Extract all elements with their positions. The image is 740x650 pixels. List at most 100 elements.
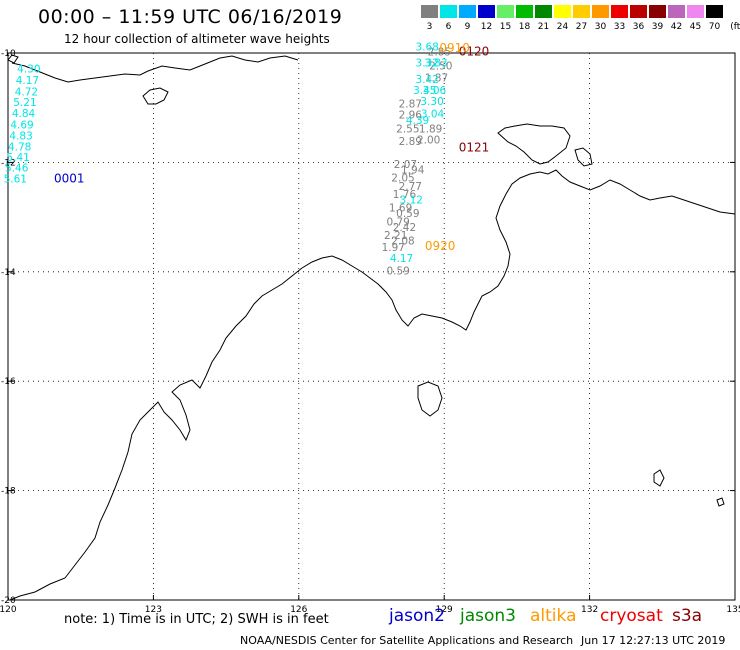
wave-height-label: 3.06 xyxy=(423,85,447,97)
wave-height-label: 1.89 xyxy=(419,123,442,135)
track-time-label: 0120 xyxy=(459,45,490,59)
x-tick-label: 123 xyxy=(145,605,162,615)
wave-height-label: 5.21 xyxy=(13,97,36,109)
map-title: 00:00 – 11:59 UTC 06/16/2019 xyxy=(38,6,343,28)
x-tick-label: 126 xyxy=(290,605,307,615)
x-tick-label: 120 xyxy=(0,605,17,615)
satellite-altika: altika xyxy=(530,606,577,626)
legend-swatch xyxy=(421,5,438,18)
map-subtitle: 12 hour collection of altimeter wave hei… xyxy=(64,32,330,46)
wave-height-label: 5.61 xyxy=(4,174,27,186)
y-tick-label: -10 xyxy=(1,49,16,59)
y-tick-label: -12 xyxy=(1,158,16,168)
coastline-islet-east xyxy=(716,497,725,507)
x-tick-label: 135 xyxy=(726,605,740,615)
y-tick-label: -20 xyxy=(1,596,16,606)
wave-height-label: 2.07 xyxy=(394,159,417,171)
satellite-jason2: jason2 xyxy=(389,606,445,626)
coastline-islet-south xyxy=(653,469,665,487)
legend-label: 33 xyxy=(613,22,626,32)
legend-label: 45 xyxy=(689,22,702,32)
wave-height-label: 4.84 xyxy=(12,108,36,120)
x-tick-label: 129 xyxy=(436,605,453,615)
wave-height-label: 2.08 xyxy=(391,235,414,247)
legend-swatch xyxy=(535,5,552,18)
coastline-melville-island xyxy=(497,123,571,165)
coastline xyxy=(7,54,736,601)
wave-height-label: 3.42 xyxy=(416,74,439,86)
legend-swatch xyxy=(497,5,514,18)
map-border xyxy=(7,52,736,601)
legend-label: 39 xyxy=(651,22,664,32)
track-time-label: 0121 xyxy=(459,140,490,154)
legend-label: 3 xyxy=(426,22,433,32)
wave-height-label: 3.45 xyxy=(413,85,436,97)
wave-height-label: 4.39 xyxy=(406,115,429,127)
wave-height-label: 2.89 xyxy=(399,136,422,148)
wave-height-label: 1.87 xyxy=(425,72,448,84)
wave-height-label: 2.21 xyxy=(384,230,407,242)
altimeter-tracks: 4.304.174.725.214.844.694.834.785.415.46… xyxy=(4,41,490,278)
y-tick-label: -18 xyxy=(1,487,16,497)
wave-height-label: 5.46 xyxy=(5,163,29,175)
legend-swatch xyxy=(554,5,571,18)
satellite-cryosat: cryosat xyxy=(600,606,663,626)
legend-label: 27 xyxy=(575,22,588,32)
wave-height-label: 2.77 xyxy=(399,181,422,193)
wave-height-label: 3.04 xyxy=(421,109,445,121)
wave-height-label: 2.55 xyxy=(396,123,419,135)
legend-swatch xyxy=(630,5,647,18)
legend-label: 30 xyxy=(594,22,607,32)
map-frame: 120 123 126 129 132 135 -10 -12 -14 -16 -18 -20 xyxy=(0,49,740,615)
wave-height-label: 4.17 xyxy=(16,75,39,87)
legend-swatch xyxy=(592,5,609,18)
wave-height-label: 5.41 xyxy=(6,152,29,164)
legend-label: 21 xyxy=(537,22,550,32)
legend-label: 18 xyxy=(518,22,531,32)
wave-height-label: 2.42 xyxy=(393,222,416,234)
wave-height-label: 4.17 xyxy=(390,253,413,265)
wave-height-label: 1.76 xyxy=(393,189,417,201)
satellite-jason3: jason3 xyxy=(460,606,516,626)
wave-height-label: 0.79 xyxy=(386,216,409,228)
legend-swatch xyxy=(516,5,533,18)
footer-timestamp: Jun 17 12:27:13 UTC 2019 xyxy=(581,634,726,647)
track-time-label: 0001 xyxy=(54,172,85,186)
legend-swatch xyxy=(440,5,457,18)
coastline-small-island-north xyxy=(142,87,169,105)
wave-height-label: 2.96 xyxy=(399,110,423,122)
wave-height-label: 3.12 xyxy=(400,194,423,206)
legend-label: 36 xyxy=(632,22,645,32)
wave-height-label: 1.69 xyxy=(389,203,412,215)
legend-label: 15 xyxy=(499,22,512,32)
y-tick-label: -14 xyxy=(1,268,16,278)
wave-height-label: 3.68 xyxy=(416,41,439,53)
y-tick-label: -16 xyxy=(1,377,16,387)
legend-label: 24 xyxy=(556,22,569,32)
coastline-west-stub xyxy=(7,54,19,64)
coastline-northern-island xyxy=(11,55,299,83)
legend-label: 42 xyxy=(670,22,683,32)
wave-height-label: 0.59 xyxy=(396,208,419,220)
legend-swatch xyxy=(649,5,666,18)
wave-height-label: 2.50 xyxy=(429,60,452,72)
track-0121: 0121 xyxy=(459,140,490,154)
coastline-australia-north xyxy=(574,147,593,167)
wave-height-label: 4.83 xyxy=(9,130,32,142)
track-0120: 2.852.501.873.06 3.04 1.892.00 0120 xyxy=(417,45,489,147)
track-0001: 4.304.174.725.214.844.694.834.785.415.46… xyxy=(4,64,85,186)
legend-swatch xyxy=(573,5,590,18)
legend-label: 9 xyxy=(464,22,471,32)
legend-label: 70 xyxy=(708,22,721,32)
legend-units-label: (ft) xyxy=(730,22,740,32)
wave-height-label: 3.32 xyxy=(416,58,439,70)
coastline-groote-island xyxy=(417,381,443,417)
legend-label: 12 xyxy=(480,22,493,32)
wave-height-label: 2.85 xyxy=(428,47,451,59)
wave-height-label: 1.97 xyxy=(382,242,405,254)
footer-credit: NOAA/NESDIS Center for Satellite Applica… xyxy=(240,634,574,647)
legend-swatch xyxy=(668,5,685,18)
x-tick-label: 132 xyxy=(581,605,598,615)
track-0910: 3.68 3.323.83 3.423.453.30 4.39 0910 xyxy=(406,41,470,127)
